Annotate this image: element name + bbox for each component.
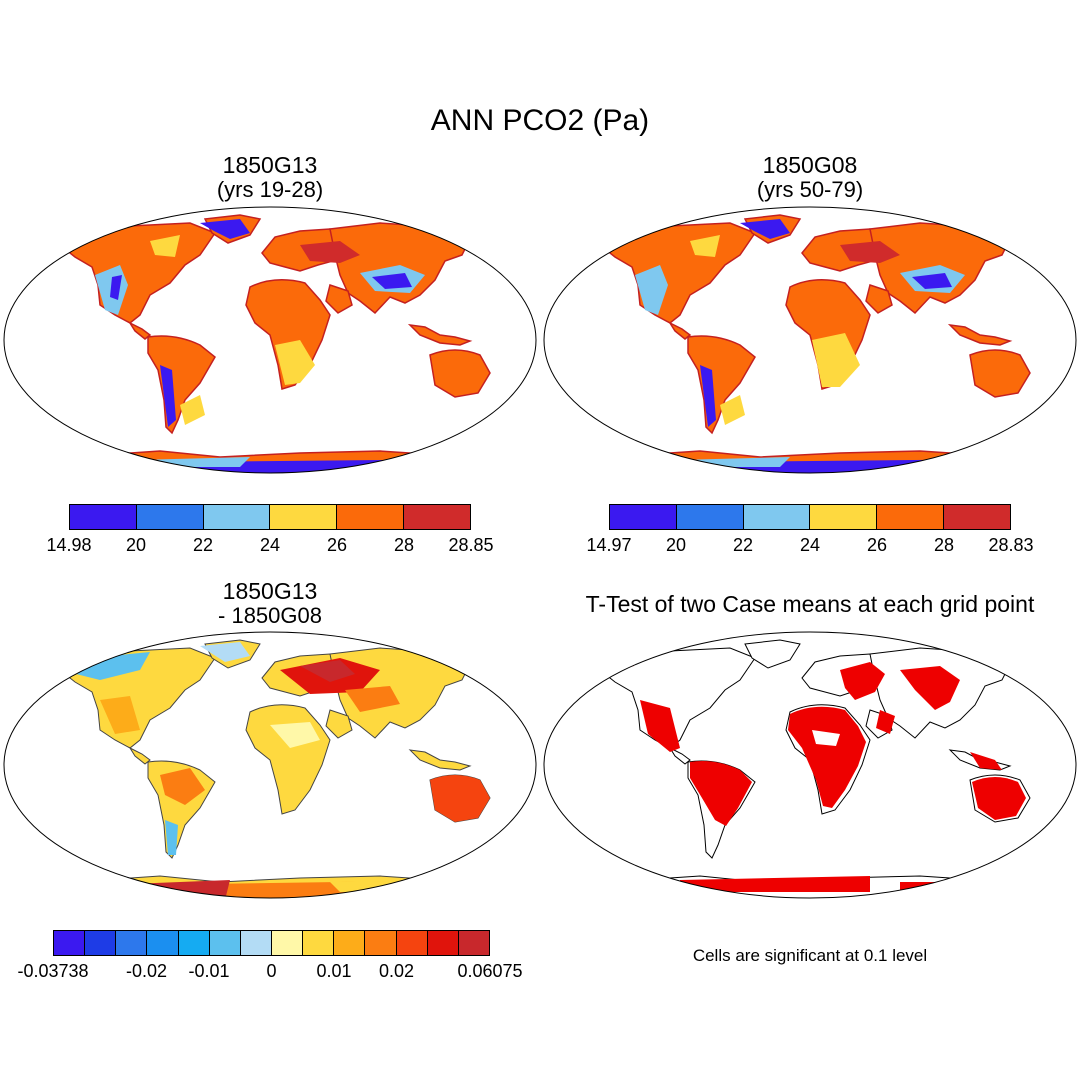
colorbar-swatch <box>70 505 137 529</box>
colorbar-swatch <box>944 505 1010 529</box>
colorbar-tick-label: 0 <box>266 961 277 981</box>
significance-cells <box>620 656 1026 892</box>
colorbar-swatch <box>334 931 366 955</box>
colorbar-tick-label: 0.01 <box>316 961 352 981</box>
colorbar-swatch <box>240 931 272 955</box>
colorbar-swatch <box>147 931 179 955</box>
colorbar-swatch <box>209 931 241 955</box>
panel-top-right-subtitle: (yrs 50-79) <box>756 177 864 202</box>
colorbar-tick-label: 28.85 <box>448 535 494 555</box>
colorbar-swatch <box>427 931 459 955</box>
colorbar-top-left <box>69 504 471 530</box>
colorbar-tick-label: 20 <box>665 535 686 555</box>
panel-bottom-right-title: T-Test of two Case means at each grid po… <box>585 591 1035 617</box>
colorbar-swatch <box>458 931 489 955</box>
colorbar-top-right-ticks: 14.97 20 22 24 26 28 28.83 <box>586 535 1033 557</box>
colorbar-tick-label: 24 <box>259 535 281 555</box>
significance-footnote: Cells are significant at 0.1 level <box>692 946 928 965</box>
colorbar-swatch <box>136 505 204 529</box>
map-top-left <box>3 206 537 474</box>
colorbar-swatch <box>178 931 210 955</box>
colorbar-swatch <box>203 505 271 529</box>
colorbar-tick-label: 28.83 <box>988 535 1034 555</box>
colorbar-bottom-left-ticks: -0.03738 -0.02 -0.01 0 0.01 0.02 0.06075 <box>17 961 522 983</box>
colorbar-tick-label: 22 <box>732 535 753 555</box>
map-bottom-right <box>543 631 1077 899</box>
colorbar-tick-label: -0.02 <box>126 961 168 981</box>
colorbar-top-left-ticks: 14.98 20 22 24 26 28 28.85 <box>46 535 493 557</box>
colorbar-tick-label: 28 <box>933 535 955 555</box>
colorbar-swatch <box>396 931 428 955</box>
colorbar-tick-label: 20 <box>125 535 146 555</box>
colorbar-swatch <box>404 505 470 529</box>
colorbar-swatch <box>54 931 86 955</box>
colorbar-swatch <box>365 931 397 955</box>
colorbar-tick-label: 26 <box>866 535 887 555</box>
colorbar-swatch <box>676 505 744 529</box>
colorbar-swatch <box>116 931 148 955</box>
panel-top-left-subtitle: (yrs 19-28) <box>216 177 324 202</box>
colorbar-swatch <box>743 505 811 529</box>
panel-top-left-title: 1850G13 <box>222 152 318 178</box>
main-title: ANN PCO2 (Pa) <box>430 104 650 137</box>
colorbar-swatch <box>271 931 304 955</box>
colorbar-tick-label: 24 <box>799 535 821 555</box>
colorbar-tick-label: -0.01 <box>188 961 230 981</box>
colorbar-tick-label: 28 <box>393 535 415 555</box>
colorbar-tick-label: 22 <box>192 535 213 555</box>
colorbar-tick-label: 26 <box>326 535 347 555</box>
panel-bottom-left-subtitle: - 1850G08 <box>218 603 322 628</box>
panel-bottom-left-title: 1850G13 <box>222 578 318 604</box>
colorbar-tick-label: 0.02 <box>378 961 414 981</box>
colorbar-tick-label: 14.98 <box>46 535 92 555</box>
panel-top-right-title: 1850G08 <box>762 152 858 178</box>
colorbar-tick-label: 14.97 <box>586 535 632 555</box>
colorbar-swatch <box>337 505 405 529</box>
map-bottom-left <box>3 631 537 899</box>
colorbar-swatch <box>610 505 677 529</box>
colorbar-swatch <box>270 505 338 529</box>
colorbar-top-right <box>609 504 1011 530</box>
colorbar-swatch <box>810 505 878 529</box>
colorbar-swatch <box>85 931 117 955</box>
colorbar-tick-label: 0.06075 <box>457 961 523 981</box>
map-top-right <box>543 206 1077 474</box>
colorbar-bottom-left <box>53 930 490 956</box>
colorbar-tick-label: -0.03738 <box>17 961 89 981</box>
colorbar-swatch <box>877 505 945 529</box>
colorbar-swatch <box>303 931 335 955</box>
